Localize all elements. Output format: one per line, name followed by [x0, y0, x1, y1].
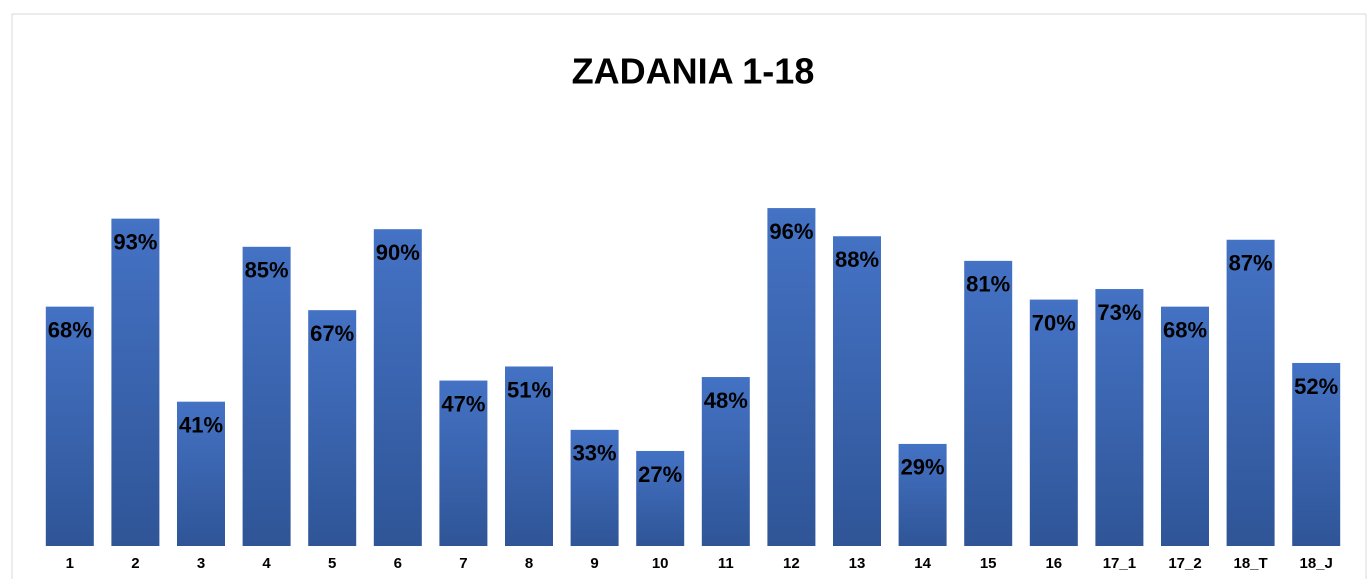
data-label: 52%	[1294, 374, 1338, 399]
bar	[636, 450, 685, 546]
bar	[308, 310, 357, 546]
bar	[505, 366, 553, 546]
data-label: 68%	[48, 317, 92, 342]
x-tick-label: 2	[131, 555, 139, 572]
x-tick-label: 5	[328, 555, 336, 572]
bar	[833, 236, 881, 547]
x-tick-label: 11	[718, 555, 734, 572]
data-label: 93%	[113, 229, 157, 254]
x-tick-label: 16	[1045, 555, 1062, 572]
bar	[177, 401, 225, 546]
bar	[964, 260, 1013, 546]
data-label: 73%	[1097, 300, 1141, 325]
data-label: 29%	[901, 455, 945, 480]
bar	[1226, 239, 1275, 546]
x-tick-label: 17_1	[1103, 555, 1136, 572]
bar	[898, 443, 947, 546]
x-tick-label: 6	[394, 555, 402, 572]
data-label: 87%	[1229, 251, 1273, 276]
data-label: 33%	[573, 441, 617, 466]
data-label: 67%	[310, 321, 354, 346]
x-tick-label: 17_2	[1168, 555, 1201, 572]
bar	[439, 380, 488, 546]
bar	[1029, 299, 1078, 546]
data-label: 68%	[1163, 317, 1207, 342]
x-tick-label: 18_J	[1300, 555, 1333, 572]
x-tick-label: 3	[197, 555, 205, 572]
bar	[1095, 289, 1144, 546]
bar	[242, 246, 291, 547]
bar	[45, 306, 94, 546]
data-label: 47%	[441, 391, 485, 416]
x-tick-label: 4	[262, 555, 271, 572]
chart-title: ZADANIA 1-18	[572, 51, 815, 92]
bar	[767, 208, 816, 546]
x-tick-label: 15	[980, 555, 997, 572]
bar	[1292, 362, 1341, 546]
x-tick-label: 13	[849, 555, 866, 572]
data-label: 90%	[376, 240, 420, 265]
x-tick-label: 8	[525, 555, 533, 572]
bar	[1161, 306, 1209, 546]
bar	[111, 218, 160, 546]
bar	[701, 377, 750, 546]
bar	[373, 229, 422, 546]
x-tick-label: 9	[590, 555, 598, 572]
data-label: 81%	[966, 272, 1010, 297]
x-tick-label: 14	[914, 555, 931, 572]
data-label: 48%	[704, 388, 748, 413]
x-tick-label: 12	[783, 555, 800, 572]
data-label: 41%	[179, 412, 223, 437]
bar	[570, 429, 619, 546]
data-label: 88%	[835, 247, 879, 272]
data-label: 70%	[1032, 310, 1076, 335]
x-tick-label: 1	[66, 555, 74, 572]
x-tick-label: 7	[459, 555, 467, 572]
x-tick-label: 18_T	[1233, 555, 1267, 572]
data-label: 27%	[638, 462, 682, 487]
x-tick-label: 10	[652, 555, 669, 572]
data-label: 51%	[507, 377, 551, 402]
data-label: 85%	[245, 258, 289, 283]
data-label: 96%	[769, 219, 813, 244]
